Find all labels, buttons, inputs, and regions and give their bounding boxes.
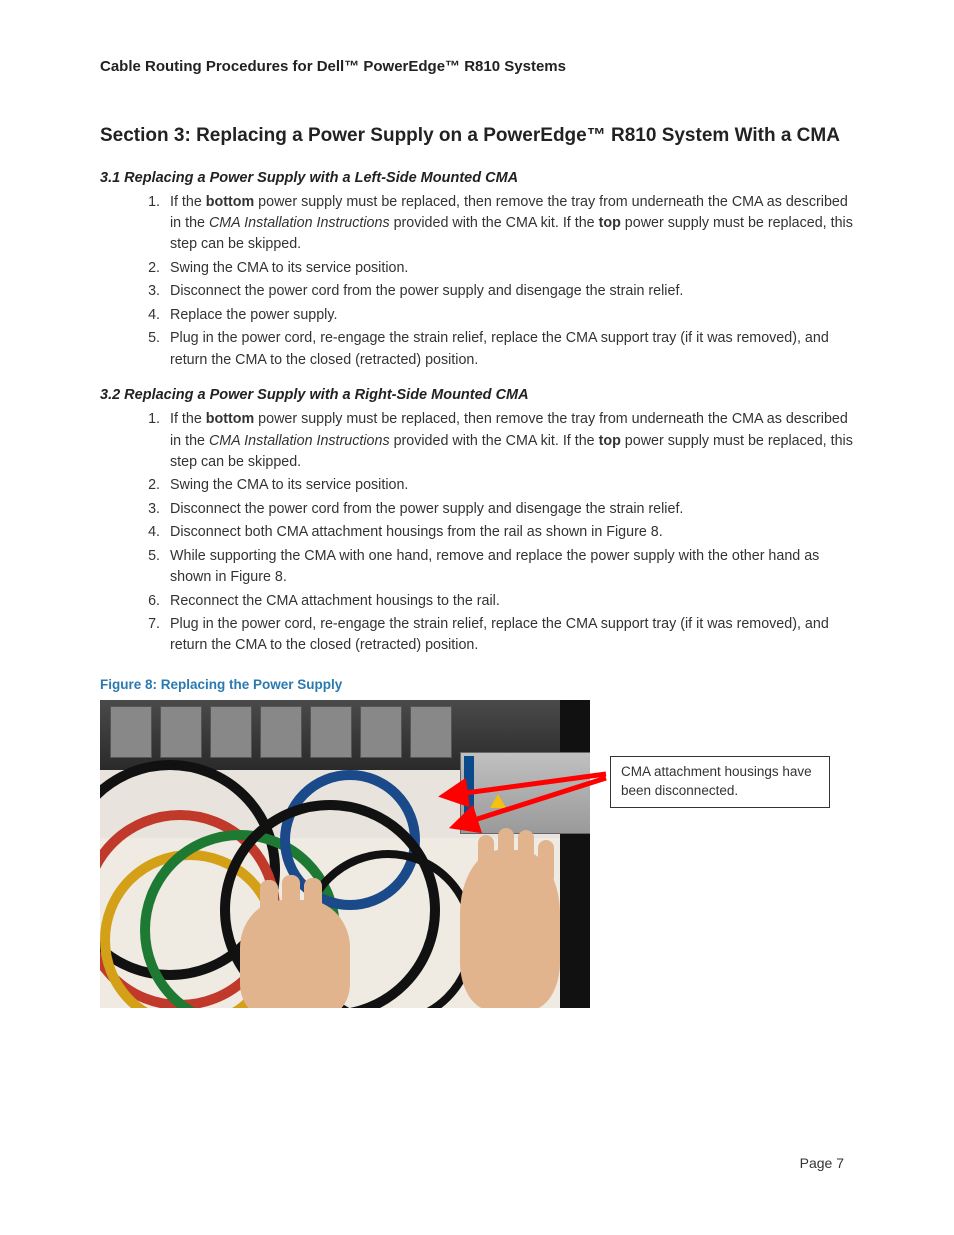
figure-callout: CMA attachment housings have been discon… [610, 756, 830, 808]
step-3-1-3: Disconnect the power cord from the power… [164, 281, 854, 302]
text-bold: top [599, 215, 621, 231]
text: If the [170, 194, 206, 210]
step-3-2-7: Plug in the power cord, re-engage the st… [164, 614, 854, 657]
text: If the [170, 411, 206, 427]
step-3-2-2: Swing the CMA to its service position. [164, 475, 854, 496]
step-3-2-6: Reconnect the CMA attachment housings to… [164, 591, 854, 612]
step-3-1-1: If the bottom power supply must be repla… [164, 192, 854, 256]
step-3-2-4: Disconnect both CMA attachment housings … [164, 522, 854, 543]
text-bold: bottom [206, 194, 254, 210]
text: provided with the CMA kit. If the [390, 433, 599, 449]
step-3-2-1: If the bottom power supply must be repla… [164, 409, 854, 473]
subheading-3-2: 3.2 Replacing a Power Supply with a Righ… [100, 387, 854, 403]
page-number: Page 7 [800, 1155, 844, 1171]
step-3-2-5: While supporting the CMA with one hand, … [164, 546, 854, 589]
text-italic: CMA Installation Instructions [209, 433, 390, 449]
step-3-1-2: Swing the CMA to its service position. [164, 258, 854, 279]
figure-photo [100, 700, 590, 1008]
step-3-1-4: Replace the power supply. [164, 305, 854, 326]
figure-caption: Figure 8: Replacing the Power Supply [100, 677, 854, 692]
steps-3-2: If the bottom power supply must be repla… [100, 409, 854, 657]
text-bold: bottom [206, 411, 254, 427]
text-bold: top [599, 433, 621, 449]
text: provided with the CMA kit. If the [390, 215, 599, 231]
subheading-3-1: 3.1 Replacing a Power Supply with a Left… [100, 170, 854, 186]
steps-3-1: If the bottom power supply must be repla… [100, 192, 854, 372]
doc-header: Cable Routing Procedures for Dell™ Power… [100, 58, 854, 75]
figure-wrap: CMA attachment housings have been discon… [100, 700, 854, 1008]
step-3-1-5: Plug in the power cord, re-engage the st… [164, 328, 854, 371]
step-3-2-3: Disconnect the power cord from the power… [164, 499, 854, 520]
text-italic: CMA Installation Instructions [209, 215, 390, 231]
section-title: Section 3: Replacing a Power Supply on a… [100, 123, 854, 150]
